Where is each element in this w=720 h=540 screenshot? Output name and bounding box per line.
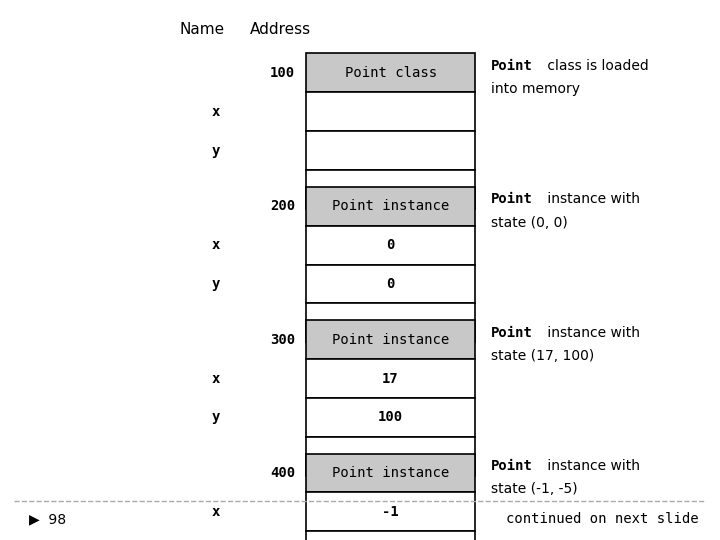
Text: 0: 0 <box>387 277 395 291</box>
Text: ▶  98: ▶ 98 <box>29 512 66 526</box>
Text: y: y <box>212 277 220 291</box>
Text: Point instance: Point instance <box>332 199 449 213</box>
Text: continued on next slide: continued on next slide <box>505 512 698 526</box>
FancyBboxPatch shape <box>306 303 475 342</box>
FancyBboxPatch shape <box>306 226 475 265</box>
FancyBboxPatch shape <box>306 131 475 170</box>
Text: Name: Name <box>179 22 224 37</box>
FancyBboxPatch shape <box>306 437 475 476</box>
Text: Point instance: Point instance <box>332 466 449 480</box>
Text: instance with: instance with <box>543 459 640 473</box>
Text: 300: 300 <box>270 333 295 347</box>
Text: Point: Point <box>491 459 533 473</box>
FancyBboxPatch shape <box>306 454 475 492</box>
Text: state (-1, -5): state (-1, -5) <box>491 482 577 496</box>
FancyBboxPatch shape <box>306 265 475 303</box>
Text: y: y <box>212 410 220 424</box>
Text: instance with: instance with <box>543 326 640 340</box>
FancyBboxPatch shape <box>306 531 475 540</box>
FancyBboxPatch shape <box>306 92 475 131</box>
Text: 100: 100 <box>270 66 295 80</box>
FancyBboxPatch shape <box>306 398 475 437</box>
Text: into memory: into memory <box>491 82 580 96</box>
Text: state (0, 0): state (0, 0) <box>491 215 568 230</box>
Text: Point: Point <box>491 59 533 73</box>
Text: Point: Point <box>491 192 533 206</box>
Text: 100: 100 <box>378 410 403 424</box>
Text: Point: Point <box>491 326 533 340</box>
Text: x: x <box>212 505 220 519</box>
Text: Point class: Point class <box>345 66 436 80</box>
Text: Point instance: Point instance <box>332 333 449 347</box>
Text: x: x <box>212 238 220 252</box>
Text: 17: 17 <box>382 372 399 386</box>
FancyBboxPatch shape <box>306 320 475 359</box>
Text: y: y <box>212 144 220 158</box>
FancyBboxPatch shape <box>306 170 475 209</box>
FancyBboxPatch shape <box>306 187 475 226</box>
Text: state (17, 100): state (17, 100) <box>491 349 594 363</box>
Text: instance with: instance with <box>543 192 640 206</box>
FancyBboxPatch shape <box>306 359 475 398</box>
Text: 400: 400 <box>270 466 295 480</box>
Text: -1: -1 <box>382 505 399 519</box>
Text: 0: 0 <box>387 238 395 252</box>
Text: x: x <box>212 372 220 386</box>
Text: x: x <box>212 105 220 119</box>
FancyBboxPatch shape <box>306 53 475 92</box>
Text: Address: Address <box>251 22 311 37</box>
FancyBboxPatch shape <box>306 492 475 531</box>
Text: class is loaded: class is loaded <box>543 59 649 73</box>
Text: 200: 200 <box>270 199 295 213</box>
